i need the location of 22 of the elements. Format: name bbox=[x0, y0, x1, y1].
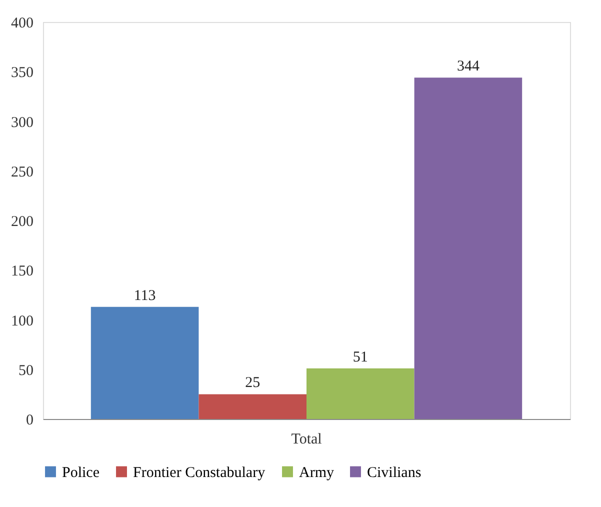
y-tick-label: 0 bbox=[26, 412, 34, 428]
y-tick-label: 50 bbox=[18, 362, 34, 379]
bar bbox=[414, 78, 522, 419]
data-label: 51 bbox=[352, 349, 368, 366]
bar bbox=[306, 368, 414, 419]
y-tick-label: 350 bbox=[11, 65, 34, 82]
bar bbox=[198, 394, 306, 419]
y-tick-label: 150 bbox=[11, 264, 34, 280]
legend-label: Police bbox=[62, 464, 100, 481]
y-tick-label: 200 bbox=[11, 214, 34, 230]
y-tick-label: 250 bbox=[11, 164, 34, 180]
y-tick-label: 300 bbox=[11, 114, 34, 131]
legend-label: Civilians bbox=[367, 464, 422, 481]
data-label: 113 bbox=[134, 288, 156, 304]
data-label: 25 bbox=[245, 375, 260, 392]
data-label: 344 bbox=[456, 58, 480, 75]
legend-label: Frontier Constabulary bbox=[133, 464, 266, 481]
y-tick-label: 100 bbox=[11, 313, 34, 330]
y-tick-label: 400 bbox=[11, 16, 34, 32]
legend-label: Army bbox=[299, 464, 334, 481]
x-tick-label: Total bbox=[291, 432, 322, 448]
bar bbox=[90, 306, 199, 419]
